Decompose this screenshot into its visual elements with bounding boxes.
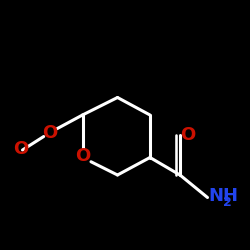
Text: 2: 2: [223, 196, 232, 208]
Text: O: O: [42, 124, 58, 142]
Text: O: O: [75, 147, 90, 165]
Text: NH: NH: [209, 187, 239, 205]
Text: O: O: [180, 126, 195, 144]
Text: O: O: [14, 140, 29, 158]
